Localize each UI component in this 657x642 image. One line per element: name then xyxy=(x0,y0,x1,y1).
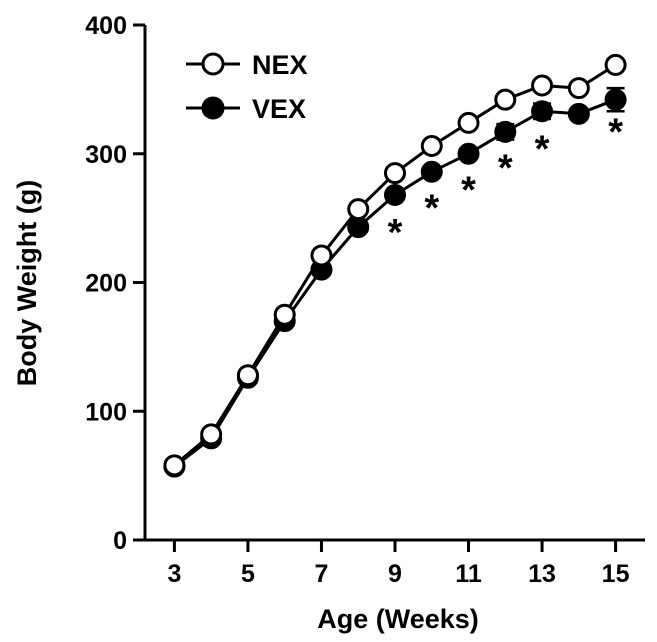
y-tick-label: 200 xyxy=(85,270,127,298)
data-point-vex xyxy=(567,102,590,125)
data-point-vex xyxy=(420,160,443,183)
x-tick-label: 15 xyxy=(602,560,630,588)
series-line-nex xyxy=(173,63,617,467)
legend-label-nex: NEX xyxy=(252,50,308,80)
x-tick-label: 11 xyxy=(455,560,482,588)
significance-annotations: * * * * * * xyxy=(388,112,624,254)
x-tick-label: 13 xyxy=(528,560,556,588)
series-layer xyxy=(163,53,627,478)
legend-label-vex: VEX xyxy=(252,94,306,124)
legend-item-nex: NEX xyxy=(186,50,308,80)
legend-marker-nex xyxy=(201,52,225,76)
legend-item-vex: VEX xyxy=(186,94,306,124)
data-point-vex xyxy=(604,88,627,111)
x-tick-label: 3 xyxy=(167,560,181,588)
data-point-nex xyxy=(457,111,480,134)
data-point-nex xyxy=(236,364,259,387)
data-point-nex xyxy=(273,303,296,326)
data-point-vex xyxy=(457,142,480,165)
x-tick-label: 9 xyxy=(388,560,402,588)
y-tick-label: 400 xyxy=(85,12,127,40)
y-axis-ticks: 0 100 200 300 400 xyxy=(85,12,145,555)
series-nex xyxy=(163,53,627,477)
data-point-nex xyxy=(531,74,554,97)
data-point-nex xyxy=(384,162,406,185)
data-point-nex xyxy=(347,198,370,221)
y-tick-label: 300 xyxy=(85,141,127,169)
x-tick-label: 5 xyxy=(241,560,255,588)
x-tick-label: 7 xyxy=(315,560,329,588)
data-point-vex xyxy=(531,100,554,123)
legend: NEX VEX xyxy=(186,50,308,124)
series-vex xyxy=(163,86,627,478)
y-tick-label: 100 xyxy=(85,398,127,426)
data-point-nex xyxy=(310,244,333,267)
data-point-nex xyxy=(494,88,517,111)
legend-marker-vex xyxy=(201,96,225,120)
data-point-nex xyxy=(604,53,627,76)
significance-star: * xyxy=(461,170,476,212)
data-point-vex xyxy=(347,216,370,239)
significance-star: * xyxy=(535,128,550,170)
significance-star: * xyxy=(498,148,513,190)
y-tick-label: 0 xyxy=(113,527,127,555)
significance-star: * xyxy=(388,212,403,254)
x-axis-ticks: 3 5 7 9 11 13 15 xyxy=(167,540,630,588)
significance-star: * xyxy=(424,188,439,230)
significance-star: * xyxy=(608,112,623,154)
x-axis-title: Age (Weeks) xyxy=(317,604,479,634)
data-point-vex xyxy=(384,183,406,206)
data-point-nex xyxy=(200,423,223,446)
y-axis-title: Body Weight (g) xyxy=(12,180,42,386)
data-point-nex xyxy=(567,77,590,100)
data-point-vex xyxy=(494,120,517,143)
data-point-nex xyxy=(163,454,186,477)
data-point-nex xyxy=(420,135,443,158)
